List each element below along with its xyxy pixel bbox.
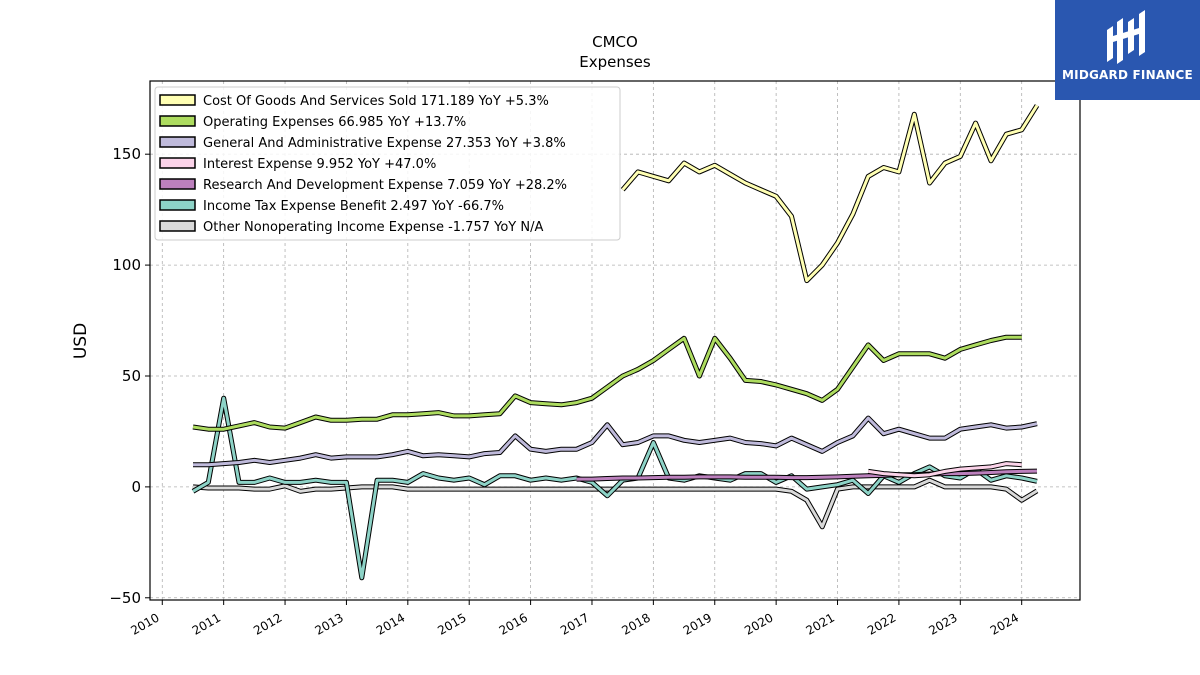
series-line (192, 396, 1038, 580)
chart-title: CMCO (592, 33, 638, 51)
x-tick-label: 2019 (681, 610, 714, 637)
legend-label: Operating Expenses 66.985 YoY +13.7% (203, 115, 466, 130)
plot-frame (149, 80, 1081, 601)
series-3 (867, 461, 1022, 479)
legend-label: Cost Of Goods And Services Sold 171.189 … (203, 94, 549, 109)
y-tick-label: 0 (131, 478, 141, 496)
legend-entry: Cost Of Goods And Services Sold 171.189 … (159, 94, 549, 109)
series-5 (191, 395, 1038, 581)
series-line (576, 469, 1038, 481)
legend-entry: Operating Expenses 66.985 YoY +13.7% (159, 115, 466, 130)
legend-swatch (159, 199, 196, 211)
legend-entry: Research And Development Expense 7.059 Y… (159, 178, 567, 193)
legend-label: Income Tax Expense Benefit 2.497 YoY -66… (203, 199, 504, 214)
legend-swatch (159, 157, 196, 169)
legend-entry: Other Nonoperating Income Expense -1.757… (159, 220, 543, 235)
legend-swatch (159, 94, 196, 106)
legend-swatch (159, 136, 196, 148)
legend-entry: General And Administrative Expense 27.35… (159, 136, 566, 151)
legend: Cost Of Goods And Services Sold 171.189 … (154, 86, 621, 241)
series-1 (192, 334, 1022, 432)
series-line (193, 416, 1038, 467)
y-tick-label: −50 (109, 589, 141, 607)
x-axis-ticks: 2010 2011 2012 2013 2014 2015 2016 2017 2018 2019… (128, 600, 1023, 638)
series-line (867, 462, 1022, 478)
legend-label: Research And Development Expense 7.059 Y… (203, 178, 567, 193)
midgard-finance-logo: MIDGARD FINANCE (1055, 0, 1200, 100)
x-tick-label: 2024 (988, 610, 1021, 637)
series-2 (193, 415, 1038, 468)
x-tick-label: 2016 (497, 610, 530, 637)
series-4 (576, 468, 1038, 482)
legend-box (154, 86, 621, 241)
logo-text: MIDGARD FINANCE (1062, 68, 1193, 82)
series-0 (620, 104, 1040, 284)
series-line-outline (193, 415, 1038, 468)
y-tick-label: 50 (122, 367, 141, 385)
legend-label: General And Administrative Expense 27.35… (203, 136, 566, 151)
legend-entry: Interest Expense 9.952 YoY +47.0% (159, 157, 436, 172)
legend-swatch (159, 115, 196, 127)
series-line (192, 335, 1022, 431)
x-tick-label: 2018 (619, 610, 652, 637)
series-line-outline (192, 334, 1022, 432)
y-axis-label: USD (71, 323, 91, 359)
mf-logo-icon (1107, 10, 1145, 64)
x-tick-label: 2015 (435, 610, 468, 637)
y-tick-label: 100 (112, 256, 141, 274)
x-tick-label: 2013 (312, 610, 345, 637)
x-tick-label: 2023 (926, 610, 959, 637)
y-tick-label: 150 (112, 145, 141, 163)
legend-swatch (159, 220, 196, 232)
x-tick-label: 2012 (251, 610, 284, 637)
x-tick-label: 2022 (865, 610, 898, 637)
x-tick-label: 2010 (128, 610, 161, 637)
legend-label: Other Nonoperating Income Expense -1.757… (203, 220, 543, 235)
chart-subtitle: Expenses (579, 53, 651, 71)
series-line (621, 104, 1039, 283)
x-tick-label: 2014 (374, 610, 407, 637)
x-tick-label: 2020 (742, 610, 775, 637)
x-tick-label: 2017 (558, 610, 591, 637)
legend-swatch (159, 178, 196, 190)
series-lines (191, 104, 1040, 581)
x-tick-label: 2011 (190, 610, 223, 637)
legend-entry: Income Tax Expense Benefit 2.497 YoY -66… (159, 199, 504, 214)
y-axis-ticks: −50 0 50 100 150 (109, 145, 150, 607)
legend-label: Interest Expense 9.952 YoY +47.0% (203, 157, 436, 172)
x-tick-label: 2021 (804, 610, 837, 637)
